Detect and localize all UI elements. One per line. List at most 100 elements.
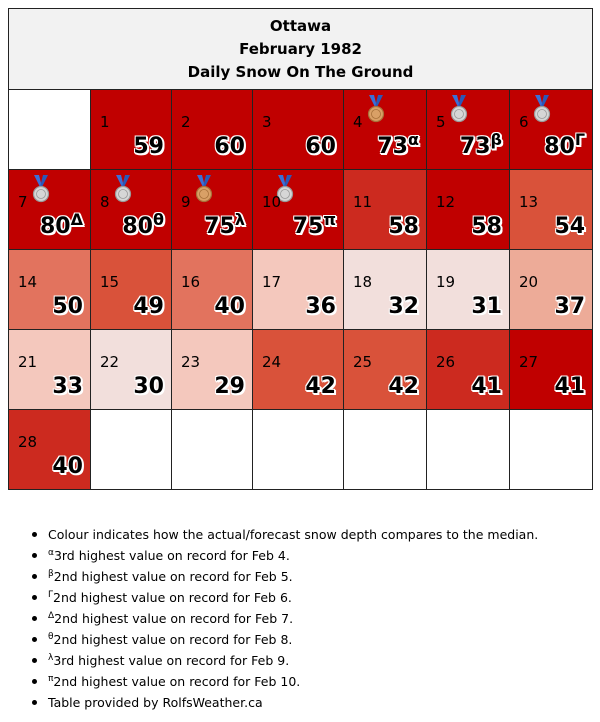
day-number: 14 xyxy=(18,273,38,291)
calendar-week-row: 28 40 xyxy=(8,409,594,490)
empty-cell xyxy=(426,409,510,490)
empty-cell xyxy=(171,409,253,490)
snow-depth-value: 80Δ xyxy=(39,212,83,239)
silver-medal-icon xyxy=(276,175,294,203)
snow-depth-value: 42 xyxy=(305,376,336,398)
silver-medal-icon xyxy=(533,95,551,123)
calendar-body: 1 59 2 60 3 60 4 73α 5 73β 6 80Γ 7 80Δ 8 80θ 9 75λ 10 75π 11… xyxy=(8,89,594,490)
snow-depth-value: 42 xyxy=(388,376,419,398)
day-cell: 22 30 xyxy=(90,329,172,410)
metric-title: Daily Snow On The Ground xyxy=(187,62,414,81)
empty-cell xyxy=(343,409,427,490)
day-number: 10 xyxy=(262,193,282,211)
day-number: 27 xyxy=(519,353,539,371)
snow-depth-value: 54 xyxy=(554,216,585,238)
note-text: 2nd highest value on record for Feb 7. xyxy=(54,611,294,626)
empty-cell xyxy=(90,409,172,490)
snow-depth-value: 49 xyxy=(133,296,164,318)
snow-calendar-table: Ottawa February 1982 Daily Snow On The G… xyxy=(7,8,594,490)
day-number: 16 xyxy=(181,273,201,291)
snow-depth-value: 75π xyxy=(292,212,336,239)
day-number: 6 xyxy=(519,113,529,131)
snow-depth-value: 41 xyxy=(471,376,502,398)
note-mark: λ xyxy=(48,653,54,663)
snow-depth-number: 33 xyxy=(52,374,83,399)
day-cell: 26 41 xyxy=(426,329,510,410)
day-cell: 8 80θ xyxy=(90,169,172,250)
snow-depth-number: 29 xyxy=(214,374,245,399)
snow-depth-number: 75 xyxy=(292,214,324,239)
note-mark: α xyxy=(48,548,54,558)
bronze-medal-icon xyxy=(195,175,213,203)
silver-medal-icon xyxy=(32,175,50,203)
day-number: 2 xyxy=(181,113,191,131)
snow-depth-value: 58 xyxy=(388,216,419,238)
snow-depth-value: 60 xyxy=(305,136,336,158)
snow-depth-value: 40 xyxy=(214,296,245,318)
day-cell: 16 40 xyxy=(171,249,253,330)
calendar-week-row: 1 59 2 60 3 60 4 73α 5 73β 6 80Γ xyxy=(8,89,594,170)
day-cell: 14 50 xyxy=(8,249,91,330)
note-text: 2nd highest value on record for Feb 10. xyxy=(53,674,301,689)
day-number: 5 xyxy=(436,113,446,131)
day-number: 7 xyxy=(18,193,28,211)
snow-depth-number: 40 xyxy=(52,454,83,479)
snow-depth-number: 36 xyxy=(305,294,336,319)
snow-depth-number: 60 xyxy=(305,134,336,159)
bronze-medal-icon xyxy=(367,95,385,123)
day-number: 4 xyxy=(353,113,363,131)
snow-depth-value: 75λ xyxy=(204,212,245,238)
snow-depth-number: 30 xyxy=(133,374,164,399)
day-number: 13 xyxy=(519,193,539,211)
snow-depth-value: 32 xyxy=(388,296,419,318)
snow-depth-number: 42 xyxy=(388,374,419,399)
snow-depth-number: 80 xyxy=(39,214,71,239)
snow-depth-number: 31 xyxy=(471,294,502,319)
day-cell: 24 42 xyxy=(252,329,344,410)
day-number: 11 xyxy=(353,193,373,211)
snow-depth-number: 73 xyxy=(459,134,491,159)
day-cell: 3 60 xyxy=(252,89,344,170)
note-item: β2nd highest value on record for Feb 5. xyxy=(20,566,538,587)
day-cell: 20 37 xyxy=(508,249,594,330)
day-cell: 10 75π xyxy=(252,169,344,250)
snow-depth-number: 58 xyxy=(388,214,419,239)
calendar-header: Ottawa February 1982 Daily Snow On The G… xyxy=(7,8,594,90)
notes-list: Colour indicates how the actual/forecast… xyxy=(20,524,538,713)
day-cell: 7 80Δ xyxy=(8,169,91,250)
note-text: Colour indicates how the actual/forecast… xyxy=(48,527,539,542)
day-cell: 4 73α xyxy=(343,89,427,170)
calendar-week-row: 21 33 22 30 23 29 24 42 25 42 26 41 27 41 xyxy=(8,329,594,410)
snow-depth-number: 60 xyxy=(214,134,245,159)
day-number: 23 xyxy=(181,353,201,371)
snow-depth-value: 58 xyxy=(471,216,502,238)
calendar-week-row: 7 80Δ 8 80θ 9 75λ 10 75π 11 58 12 58 13 54 xyxy=(8,169,594,250)
snow-depth-value: 36 xyxy=(305,296,336,318)
snow-depth-value: 80θ xyxy=(122,212,164,238)
note-text: Table provided by RolfsWeather.ca xyxy=(48,695,263,710)
day-number: 18 xyxy=(353,273,373,291)
day-number: 8 xyxy=(100,193,110,211)
day-cell: 17 36 xyxy=(252,249,344,330)
note-text: 2nd highest value on record for Feb 5. xyxy=(53,569,293,584)
record-mark: α xyxy=(408,130,419,149)
day-number: 17 xyxy=(262,273,282,291)
record-mark: β xyxy=(490,130,502,149)
note-item: θ2nd highest value on record for Feb 8. xyxy=(20,629,538,650)
day-number: 12 xyxy=(436,193,456,211)
note-mark: Δ xyxy=(48,611,55,621)
empty-cell xyxy=(252,409,344,490)
day-cell: 15 49 xyxy=(90,249,172,330)
snow-depth-number: 42 xyxy=(305,374,336,399)
snow-depth-number: 80 xyxy=(544,134,575,159)
empty-cell xyxy=(508,409,594,490)
snow-depth-number: 40 xyxy=(214,294,245,319)
day-cell: 27 41 xyxy=(508,329,594,410)
snow-depth-number: 54 xyxy=(554,214,586,239)
note-text: 3rd highest value on record for Feb 9. xyxy=(53,653,290,668)
day-cell: 2 60 xyxy=(171,89,253,170)
snow-depth-number: 49 xyxy=(133,294,164,319)
note-mark: π xyxy=(48,674,54,684)
day-cell: 1 59 xyxy=(90,89,172,170)
record-mark: Δ xyxy=(70,210,83,229)
